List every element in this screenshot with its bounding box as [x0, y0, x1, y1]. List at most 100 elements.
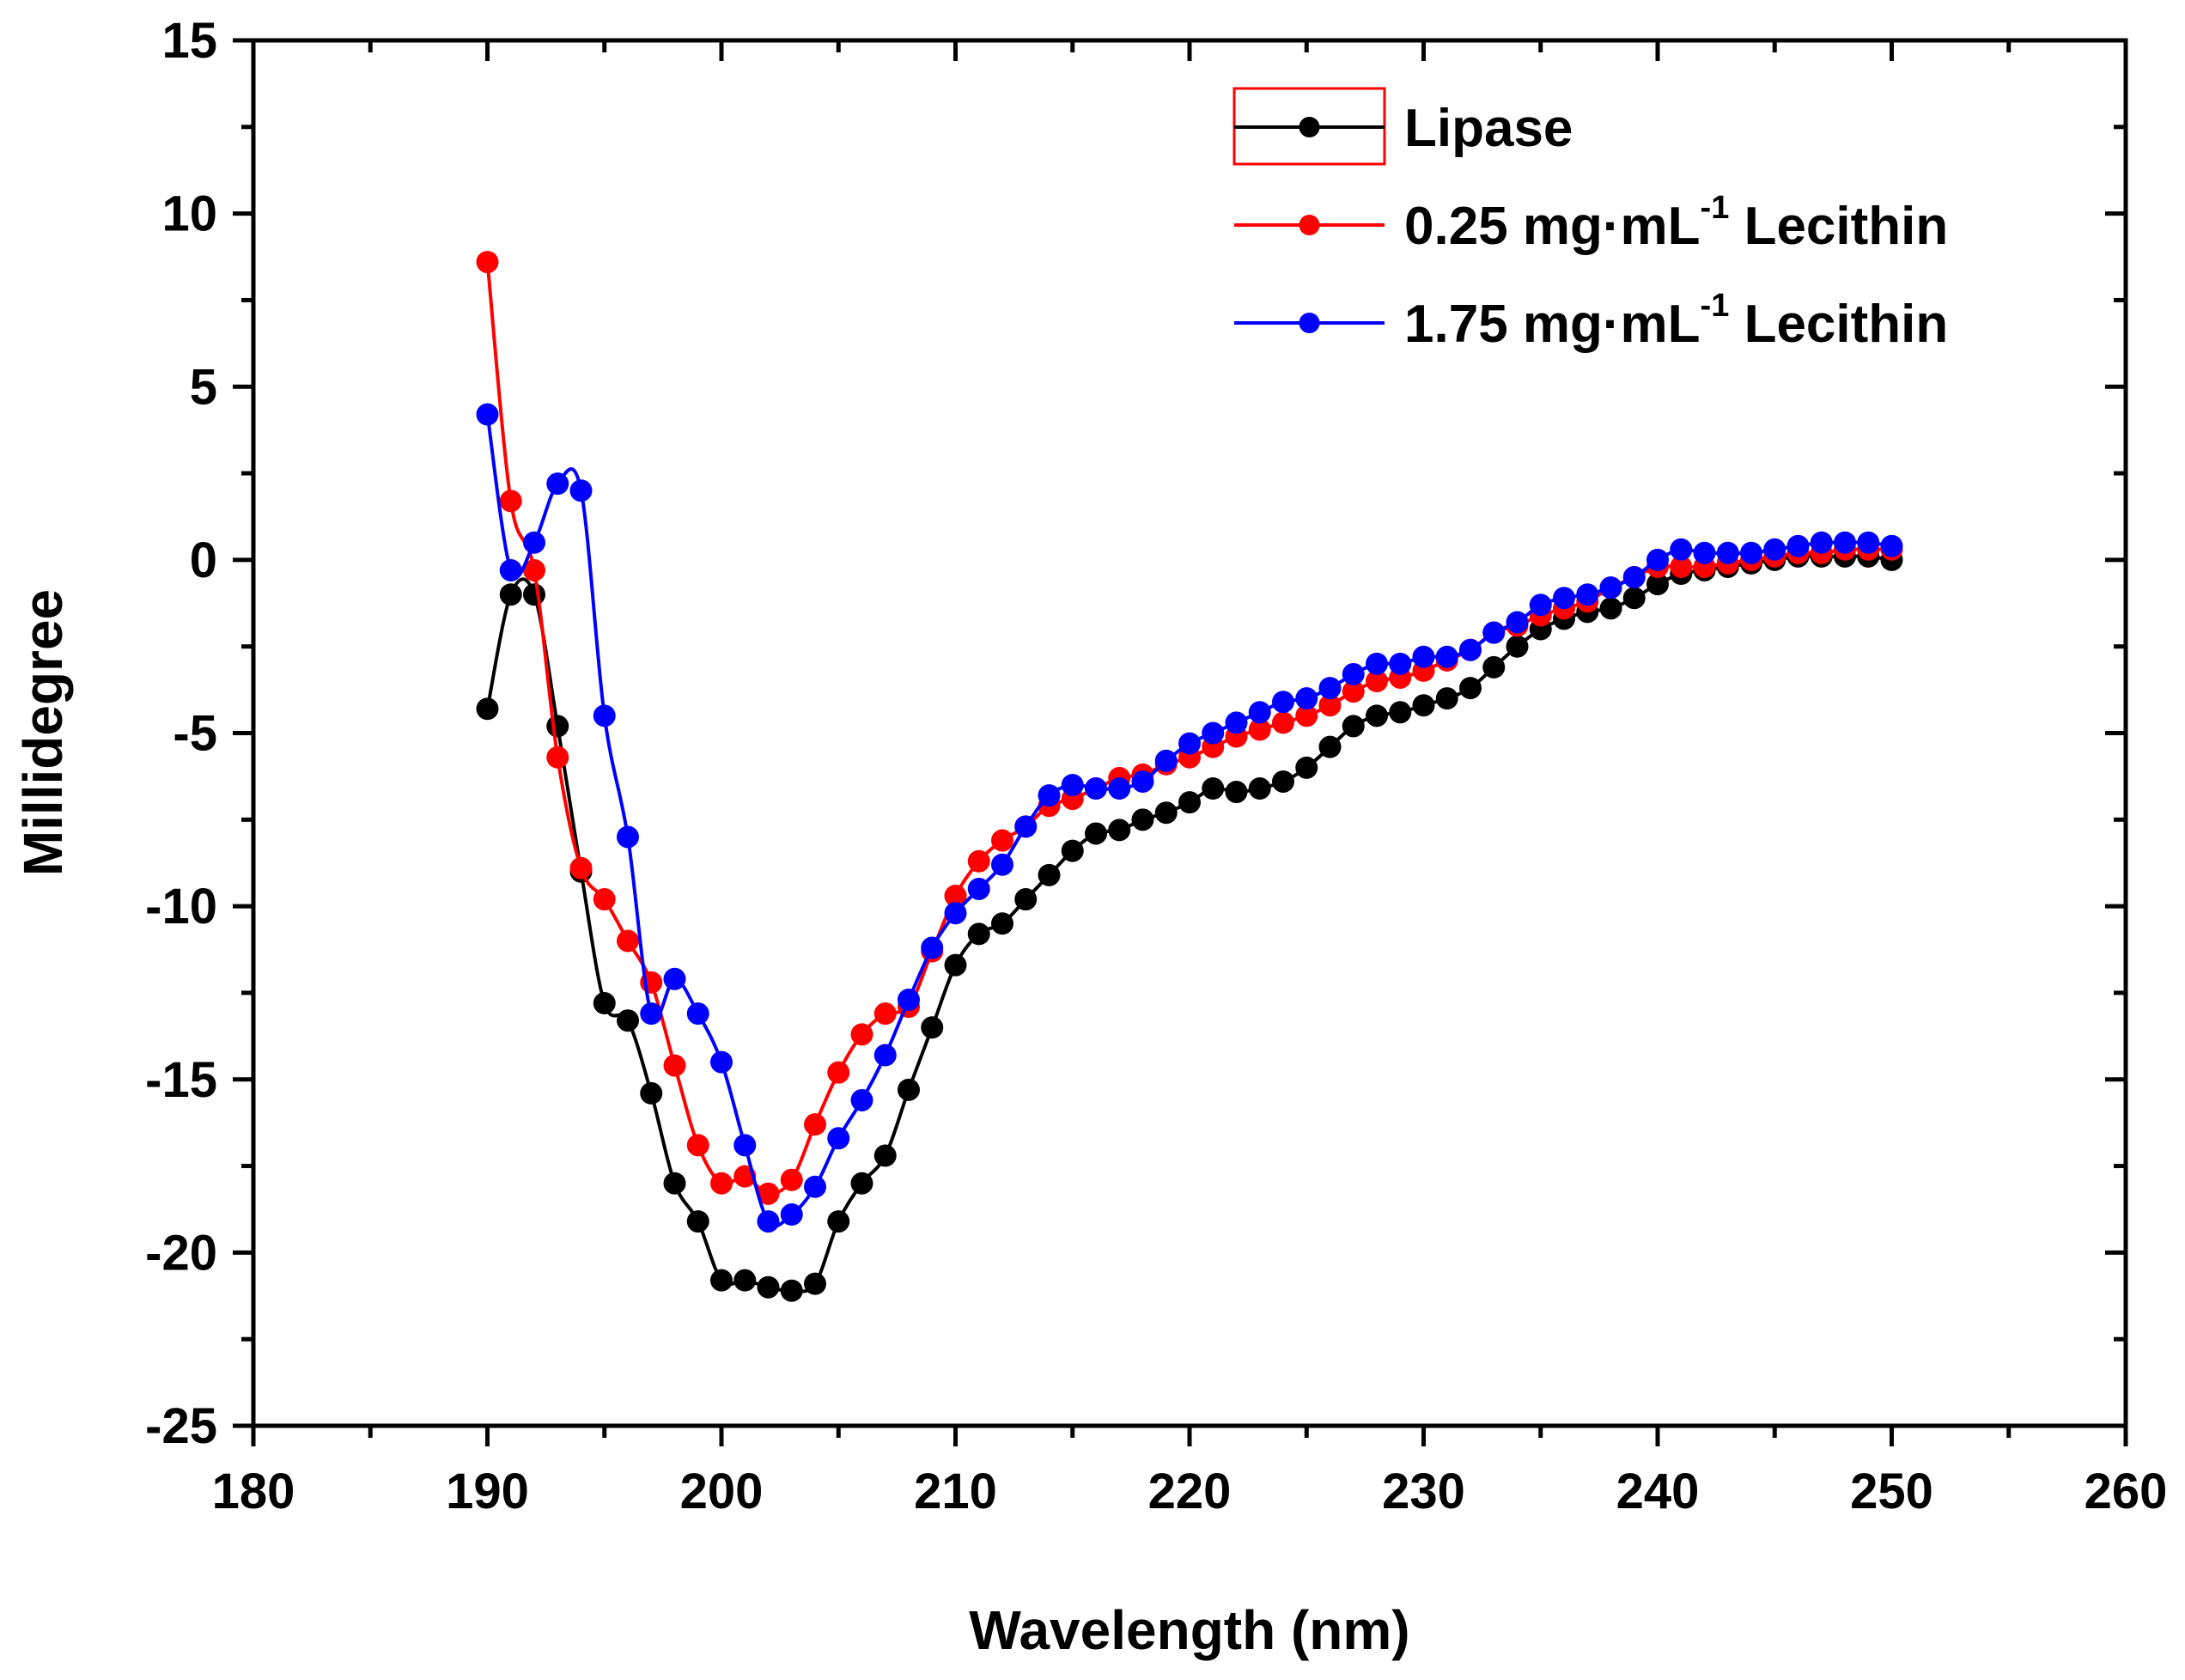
data-point	[1225, 711, 1248, 734]
x-tick-label: 210	[914, 1464, 997, 1519]
data-point	[1529, 593, 1552, 617]
data-point	[1295, 704, 1318, 727]
data-point	[1412, 645, 1435, 668]
y-tick-label: -20	[145, 1225, 217, 1281]
y-tick-label: -15	[145, 1052, 217, 1108]
legend-label: Lipase	[1404, 99, 1573, 158]
data-point	[1786, 534, 1810, 557]
data-point	[898, 1078, 920, 1101]
data-point	[1038, 784, 1061, 807]
series-line	[485, 261, 1892, 1196]
data-point	[757, 1275, 780, 1299]
data-point	[1014, 815, 1038, 838]
data-point	[1622, 566, 1646, 589]
data-point	[921, 936, 944, 959]
data-point	[686, 1210, 709, 1233]
data-point	[1482, 621, 1506, 644]
data-point	[1295, 756, 1318, 779]
legend-entry: 0.25 mg·mL-1 Lecithin	[1234, 190, 1948, 256]
data-point	[991, 853, 1013, 876]
y-tick-label: 10	[161, 186, 217, 242]
data-point	[1880, 534, 1903, 557]
data-point	[1295, 687, 1318, 710]
x-tick-label: 180	[212, 1464, 295, 1519]
data-point	[499, 490, 522, 513]
data-point	[1248, 701, 1271, 724]
data-point	[1857, 531, 1880, 554]
data-point	[850, 1023, 873, 1046]
data-point	[1248, 718, 1271, 741]
data-point	[1459, 638, 1482, 661]
data-point	[827, 1061, 850, 1084]
tick-labels: 180 190 200 210 220 230 240 250 260 15 10 5 0 -5 -10 -1…	[145, 13, 2167, 1519]
data-point	[991, 829, 1013, 852]
data-point	[1248, 777, 1271, 800]
data-point	[499, 583, 522, 606]
data-point	[827, 1127, 850, 1150]
data-point	[804, 1272, 826, 1295]
data-point	[1272, 691, 1294, 714]
data-point	[1366, 670, 1388, 693]
legend-swatch-marker	[1299, 117, 1320, 137]
series-1	[476, 545, 1903, 1302]
data-point	[617, 825, 639, 849]
data-point	[593, 992, 616, 1015]
data-point	[1061, 773, 1084, 796]
data-point	[1389, 701, 1412, 724]
data-point	[1412, 694, 1435, 717]
data-point	[1202, 721, 1225, 745]
data-point	[873, 1002, 897, 1026]
x-tick-label: 220	[1148, 1464, 1232, 1519]
data-point	[733, 1134, 757, 1157]
data-point	[780, 1279, 803, 1302]
x-tick-label: 260	[2085, 1464, 2168, 1519]
data-point	[710, 1269, 733, 1292]
y-axis-title: Millidegree	[12, 589, 74, 876]
legend-entry: Lipase	[1234, 99, 1573, 158]
data-point	[1670, 538, 1693, 561]
legend-swatch-marker	[1299, 313, 1320, 333]
data-point	[967, 877, 990, 900]
series-2	[476, 251, 1903, 1205]
data-point	[1178, 791, 1201, 814]
data-point	[546, 715, 569, 738]
data-point	[1740, 541, 1762, 564]
data-point	[1085, 777, 1107, 800]
data-point	[1342, 715, 1365, 738]
data-point	[523, 558, 545, 581]
data-point	[944, 902, 967, 925]
data-point	[780, 1203, 803, 1227]
legend-label: 0.25 mg·mL-1 Lecithin	[1404, 190, 1948, 256]
data-point	[1366, 704, 1388, 727]
x-tick-label: 200	[680, 1464, 764, 1519]
data-point	[663, 1054, 686, 1077]
data-point	[757, 1210, 780, 1233]
data-point	[1576, 583, 1599, 606]
x-tick-label: 240	[1616, 1464, 1700, 1519]
data-point	[1763, 538, 1786, 561]
data-point	[898, 989, 920, 1012]
data-point	[1131, 770, 1154, 793]
x-axis-title: Wavelength (nm)	[969, 1599, 1409, 1661]
y-tick-label: -5	[173, 706, 217, 762]
data-point	[921, 1016, 944, 1039]
data-point	[873, 1144, 897, 1167]
data-point	[873, 1044, 897, 1067]
series-line	[485, 554, 1892, 1293]
data-point	[1342, 680, 1365, 703]
data-point	[1131, 808, 1154, 831]
data-point	[1154, 801, 1178, 825]
data-point	[546, 746, 569, 769]
data-point	[1178, 732, 1201, 755]
y-tick-label: -25	[145, 1398, 217, 1454]
data-series	[476, 251, 1903, 1302]
data-point	[1646, 548, 1669, 571]
data-point	[663, 1172, 686, 1195]
data-point	[1646, 573, 1669, 596]
data-point	[944, 885, 967, 908]
data-point	[640, 1002, 663, 1026]
data-point	[757, 1182, 780, 1205]
data-point	[827, 1210, 850, 1233]
